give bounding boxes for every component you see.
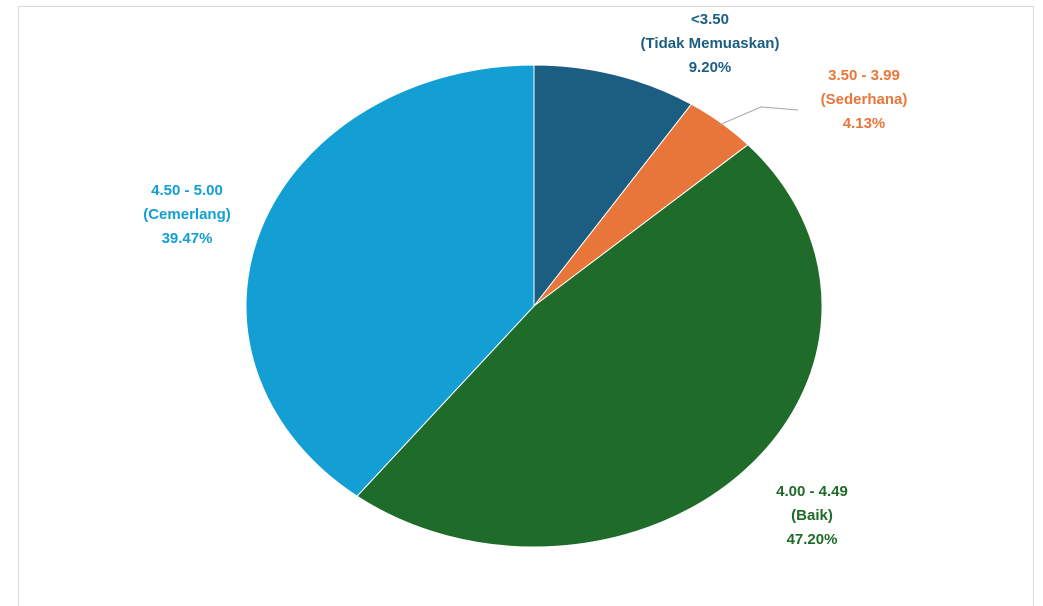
slice-label-value: 9.20%	[689, 59, 732, 76]
slice-label-category: 4.50 - 5.00	[151, 182, 223, 199]
pie-slice-tidak-memuaskan	[533, 64, 693, 308]
pie-slice-baik	[356, 144, 823, 548]
slice-label-description: (Cemerlang)	[143, 206, 231, 223]
slice-label-description: (Baik)	[791, 507, 833, 524]
pie-slices	[245, 64, 823, 548]
slice-label-group-baik: 4.00 - 4.49 (Baik) 47.20%	[776, 483, 848, 548]
slice-label-category: 4.00 - 4.49	[776, 483, 848, 500]
slice-label-group-cemerlang: 4.50 - 5.00 (Cemerlang) 39.47%	[143, 182, 231, 247]
slice-labels: <3.50 (Tidak Memuaskan) 9.20% 3.50 - 3.99 (S…	[143, 11, 907, 548]
slice-label-description: (Sederhana)	[821, 91, 908, 108]
slice-label-category: 3.50 - 3.99	[828, 67, 900, 84]
pie-slice-cemerlang	[245, 64, 535, 497]
slice-label-value: 39.47%	[162, 230, 213, 247]
slice-label-value: 47.20%	[787, 531, 838, 548]
leader-lines	[719, 106, 799, 126]
slice-label-group-sederhana: 3.50 - 3.99 (Sederhana) 4.13%	[821, 67, 908, 132]
slice-label-category: <3.50	[691, 11, 729, 28]
slice-label-value: 4.13%	[843, 115, 886, 132]
slice-label-description: (Tidak Memuaskan)	[641, 35, 780, 52]
leader-line	[719, 106, 799, 126]
slice-label-group-tidak-memuaskan: <3.50 (Tidak Memuaskan) 9.20%	[641, 11, 780, 76]
